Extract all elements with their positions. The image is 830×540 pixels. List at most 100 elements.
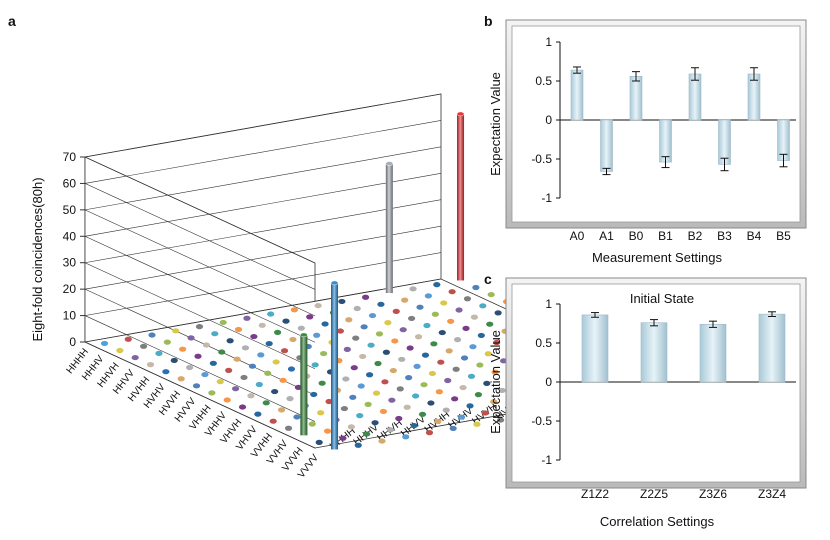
- cell-dot: [310, 391, 318, 398]
- b-y-tick-label: 0: [545, 113, 552, 127]
- c-category-label: Z2Z5: [640, 487, 668, 501]
- cell-dot: [463, 296, 472, 302]
- b-category-label: A1: [599, 229, 614, 243]
- cell-dot: [408, 315, 416, 322]
- cell-dot: [257, 352, 265, 358]
- cell-dot: [428, 370, 436, 377]
- bar-column-shade: [385, 163, 393, 294]
- z-tick-label: 70: [63, 150, 77, 164]
- cell-dot: [433, 282, 441, 288]
- b-bar: [600, 119, 613, 172]
- cell-dot: [208, 390, 216, 396]
- cell-dot: [179, 346, 187, 352]
- c-x-axis-label: Correlation Settings: [600, 514, 715, 529]
- cell-dot: [395, 415, 403, 422]
- cell-dot: [279, 377, 287, 383]
- cell-dot: [375, 331, 384, 337]
- cell-dot: [336, 328, 344, 334]
- cell-dot: [243, 315, 251, 321]
- panel-label-c: c: [484, 271, 492, 287]
- b-bar: [659, 119, 672, 163]
- cell-dot: [234, 326, 243, 333]
- cell-dot: [287, 366, 296, 372]
- cell-dot: [232, 386, 240, 392]
- cell-dot: [140, 343, 148, 349]
- cell-dot: [324, 428, 332, 434]
- cell-dot: [284, 425, 293, 431]
- cell-dot: [325, 398, 333, 405]
- cell-dot: [374, 360, 382, 367]
- cell-dot: [366, 372, 374, 378]
- cell-dot: [425, 430, 434, 436]
- cell-dot: [282, 318, 290, 324]
- cell-dot: [271, 388, 279, 395]
- b-y-axis-label: Expectation Value: [488, 72, 503, 176]
- cell-dot: [262, 400, 270, 406]
- cell-dot: [238, 404, 247, 410]
- cell-dot: [423, 322, 431, 329]
- b-bar: [747, 73, 761, 121]
- cell-dot: [401, 297, 409, 303]
- cell-dot: [131, 354, 139, 361]
- cell-dot: [451, 396, 459, 402]
- b-y-tick-label: 1: [545, 35, 552, 49]
- cell-dot: [474, 392, 482, 398]
- cell-dot: [258, 322, 266, 328]
- cell-dot: [452, 366, 460, 372]
- cell-dot: [202, 342, 210, 348]
- cell-dot: [498, 387, 506, 394]
- panel-label-b: b: [484, 13, 493, 29]
- cell-dot: [194, 353, 202, 359]
- cell-dot: [209, 360, 217, 366]
- cell-dot: [412, 393, 420, 399]
- cell-dot: [460, 355, 469, 361]
- cell-dot: [186, 364, 194, 371]
- cell-dot: [155, 350, 163, 356]
- cell-dot: [491, 369, 499, 375]
- cell-dot: [444, 377, 452, 384]
- cell-dot: [455, 307, 463, 313]
- cell-dot: [241, 345, 250, 351]
- cell-dot: [340, 405, 348, 412]
- cell-dot: [449, 425, 457, 432]
- cell-dot: [280, 348, 289, 354]
- cell-dot: [124, 336, 132, 342]
- cell-dot: [392, 308, 400, 314]
- c-category-label: Z3Z6: [699, 487, 727, 501]
- cell-dot: [459, 384, 467, 391]
- cell-dot: [469, 344, 477, 350]
- cell-dot: [293, 414, 301, 420]
- cell-dot: [391, 338, 399, 344]
- b-category-label: A0: [570, 229, 585, 243]
- cell-dot: [481, 410, 489, 416]
- cell-dot: [294, 384, 302, 390]
- cell-dot: [442, 407, 450, 413]
- b-plot-area: [511, 25, 801, 223]
- cell-dot: [410, 422, 418, 429]
- b-bar: [629, 76, 643, 121]
- cell-dot: [414, 334, 423, 340]
- cell-dot: [386, 427, 394, 433]
- cell-dot: [116, 347, 124, 354]
- b-bar: [570, 69, 584, 121]
- cell-dot: [313, 332, 321, 338]
- cell-dot: [315, 439, 323, 445]
- b-x-axis-label: Measurement Settings: [592, 250, 723, 265]
- b-y-tick-label: -1: [541, 191, 552, 205]
- cell-dot: [264, 370, 272, 376]
- cell-dot: [255, 381, 263, 388]
- cell-dot: [402, 434, 410, 440]
- cell-dot: [431, 311, 439, 317]
- bar-column-top: [385, 161, 394, 166]
- c-bar: [640, 322, 668, 383]
- cell-dot: [416, 304, 424, 310]
- cell-dot: [265, 341, 273, 347]
- cell-dot: [216, 379, 224, 385]
- c-plot-area: [511, 283, 801, 483]
- cell-dot: [500, 358, 508, 364]
- cell-dot: [290, 307, 298, 313]
- cell-dot: [339, 435, 347, 441]
- cell-dot: [100, 340, 109, 347]
- b-category-label: B1: [658, 229, 673, 243]
